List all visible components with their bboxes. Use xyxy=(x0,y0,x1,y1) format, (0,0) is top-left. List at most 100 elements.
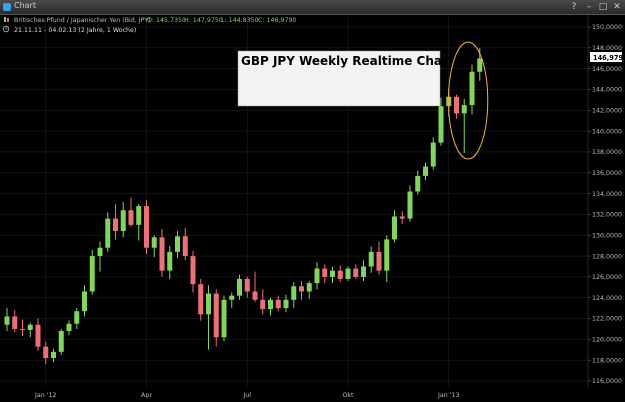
candle-body xyxy=(314,268,320,284)
candle-up xyxy=(283,294,289,313)
last-price-label: 146,9790 xyxy=(593,54,625,62)
y-tick-label: 116,0000 xyxy=(592,378,622,385)
candle-body xyxy=(105,218,111,248)
candle-body xyxy=(244,278,250,292)
candle-body xyxy=(190,256,196,285)
candle-body xyxy=(469,71,475,106)
window-titlebar[interactable]: Chart ? – □ ✕ xyxy=(0,0,625,15)
close-button[interactable]: ✕ xyxy=(613,2,621,12)
price-axis: 116,0000 118,0000 120,0000 122,0000 124,0000… xyxy=(587,15,622,387)
candle-body xyxy=(120,210,126,232)
candle-up xyxy=(345,266,351,282)
candle-body xyxy=(221,299,227,338)
x-tick-label: Jul xyxy=(242,392,251,399)
candle-down xyxy=(353,264,359,279)
candle-up xyxy=(82,285,87,317)
candle-body xyxy=(423,166,428,176)
y-tick-label: 134,0000 xyxy=(592,191,622,198)
candlestick-chart[interactable]: 116,0000 118,0000 120,0000 122,0000 124,0000… xyxy=(0,15,625,402)
y-tick-label: 120,0000 xyxy=(592,337,622,344)
candle-up xyxy=(51,348,56,363)
chart-title-box xyxy=(237,50,441,107)
candle-body xyxy=(353,268,359,277)
candle-body xyxy=(82,291,87,312)
candle-up xyxy=(384,235,390,283)
y-tick-label: 136,0000 xyxy=(592,170,622,177)
candle-body xyxy=(275,299,281,309)
candle-down xyxy=(12,310,18,333)
candle-body xyxy=(461,105,467,114)
y-tick-label: 124,0000 xyxy=(592,295,622,302)
candle-down xyxy=(190,250,196,293)
candle-series xyxy=(4,48,483,365)
candle-body xyxy=(454,96,459,114)
candle-up xyxy=(423,162,428,181)
x-tick-label: Jan '13 xyxy=(437,392,459,399)
candle-body xyxy=(291,286,297,300)
candle-body xyxy=(206,293,211,315)
candle-down xyxy=(337,265,343,283)
minimize-button[interactable]: – xyxy=(586,2,592,12)
y-tick-label: 140,0000 xyxy=(592,128,622,135)
y-tick-label: 138,0000 xyxy=(592,149,622,156)
candle-body xyxy=(213,293,219,338)
time-axis: Jan '12 Apr Jul Okt Jan '13 xyxy=(34,392,459,399)
candle-body xyxy=(151,237,157,248)
candle-body xyxy=(345,268,351,279)
candle-body xyxy=(252,291,258,300)
candle-body xyxy=(299,286,304,292)
help-button[interactable]: ? xyxy=(571,2,577,12)
candle-down xyxy=(144,199,149,254)
candle-up xyxy=(167,245,173,279)
y-tick-label: 126,0000 xyxy=(592,274,622,281)
instrument-name: Britisches Pfund / Japanischer Yen (Bid,… xyxy=(14,17,151,24)
candle-up xyxy=(392,210,397,243)
candle-body xyxy=(74,311,80,324)
maximize-button[interactable]: □ xyxy=(598,2,608,12)
candle-up xyxy=(314,262,320,290)
y-tick-label: 130,0000 xyxy=(592,232,622,239)
candle-up xyxy=(136,204,142,241)
candle-up xyxy=(221,295,227,342)
candle-body xyxy=(43,346,49,359)
candle-body xyxy=(407,191,413,219)
candle-up xyxy=(237,274,242,300)
candle-down xyxy=(35,318,41,351)
candle-down xyxy=(182,227,188,261)
candle-body xyxy=(430,142,436,167)
candle-body xyxy=(159,237,165,271)
candle-up xyxy=(27,322,33,338)
candle-up xyxy=(206,285,211,350)
candle-body xyxy=(477,58,483,72)
candle-down xyxy=(299,281,304,300)
last-price-box xyxy=(590,52,622,62)
y-tick-label: 128,0000 xyxy=(592,253,622,260)
candle-body xyxy=(182,236,188,257)
candle-down xyxy=(322,264,328,284)
candle-body xyxy=(35,324,41,347)
chart-title: GBP JPY Weekly Realtime Chart xyxy=(241,54,454,68)
ohlc-high: H: 147,9750 xyxy=(184,17,223,24)
candle-down xyxy=(20,319,25,337)
candle-down xyxy=(159,228,165,277)
candle-up xyxy=(89,249,95,295)
instrument-icon xyxy=(4,17,9,22)
candle-body xyxy=(51,351,56,359)
candle-up xyxy=(4,308,10,332)
candle-body xyxy=(12,316,18,329)
ohlc-close: C: 146,9790 xyxy=(258,17,297,24)
candle-body xyxy=(175,236,180,252)
candle-body xyxy=(384,239,390,271)
candle-down xyxy=(113,204,118,240)
candle-down xyxy=(376,241,382,275)
y-tick-label: 150,0000 xyxy=(592,24,622,31)
candle-body xyxy=(237,278,242,296)
candle-down xyxy=(128,197,134,227)
candle-up xyxy=(306,281,312,299)
candle-up xyxy=(291,282,297,309)
candle-body xyxy=(27,324,33,330)
ohlc-open: O: 145,7350 xyxy=(147,17,186,24)
candle-body xyxy=(66,323,72,332)
candle-body xyxy=(89,256,95,292)
